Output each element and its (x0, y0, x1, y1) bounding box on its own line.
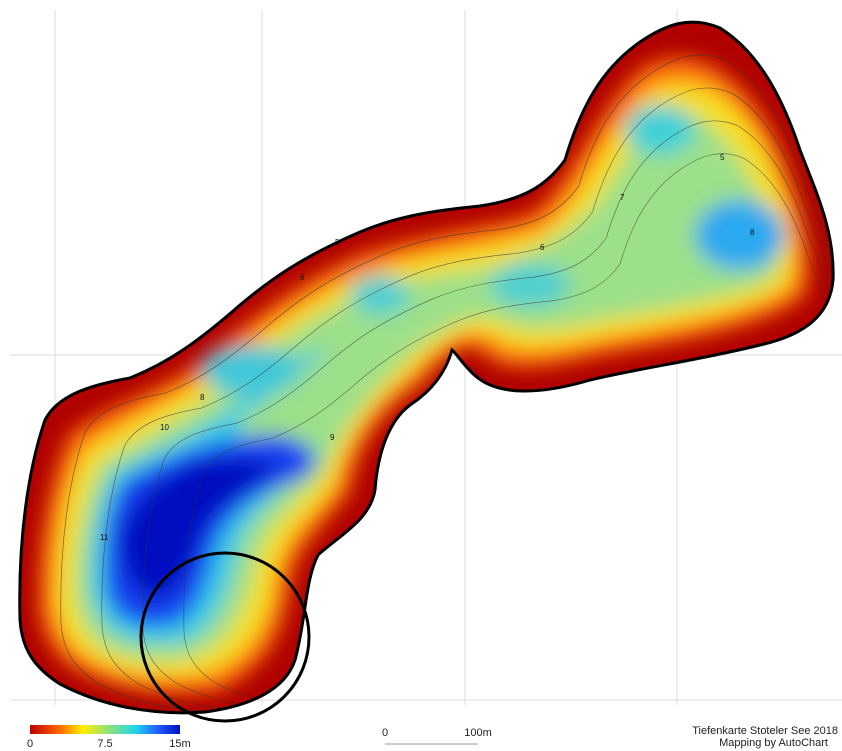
scale-label: 0 (382, 727, 388, 739)
credit-subtitle: Mapping by AutoChart (719, 737, 828, 749)
legend: 0 7.5 15m (27, 725, 191, 750)
map: 5 6 8 10 11 9 7 6 8 5 0 7.5 15m 0 100m Tiefenkart… (0, 0, 842, 751)
legend-label: 15m (169, 738, 190, 750)
scale-bar: 0 100m (382, 727, 492, 744)
contour-label: 6 (300, 273, 305, 282)
legend-gradient (30, 725, 180, 734)
contour-label: 10 (160, 423, 169, 432)
contour-label: 9 (330, 433, 335, 442)
contour-label: 6 (540, 243, 545, 252)
contour-label: 8 (200, 393, 205, 402)
depth-fill (0, 0, 842, 751)
contour-label: 7 (620, 193, 625, 202)
credit-title: Tiefenkarte Stoteler See 2018 (692, 725, 838, 737)
contour-label: 11 (100, 533, 109, 542)
contour-label: 5 (335, 238, 340, 247)
legend-label: 0 (27, 738, 33, 750)
legend-label: 7.5 (97, 738, 112, 750)
scale-label: 100m (464, 727, 492, 739)
contour-label: 8 (750, 228, 755, 237)
contour-label: 5 (720, 153, 725, 162)
